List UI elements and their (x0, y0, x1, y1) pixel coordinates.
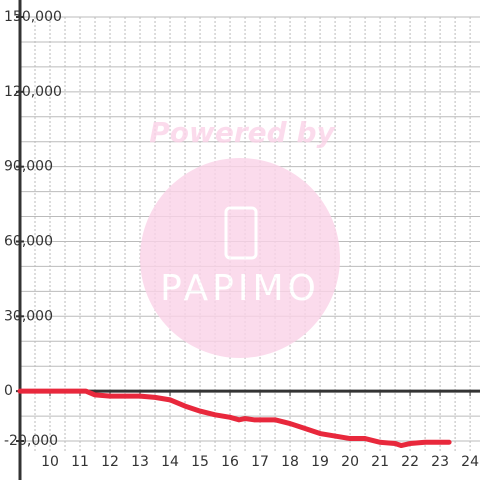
x-tick-label: 17 (251, 454, 269, 470)
y-tick-label: 90,000 (4, 159, 53, 175)
y-tick-label: 30,000 (4, 308, 53, 324)
x-tick-label: 14 (161, 454, 179, 470)
x-tick-label: 16 (221, 454, 239, 470)
x-tick-label: 12 (101, 454, 119, 470)
x-tick-label: 13 (131, 454, 149, 470)
x-tick-label: 21 (371, 454, 389, 470)
watermark-text: Powered by (149, 116, 336, 149)
watermark-icon (224, 206, 258, 260)
x-tick-label: 23 (431, 454, 449, 470)
x-tick-label: 19 (311, 454, 329, 470)
data-line (17, 388, 452, 449)
x-tick-label: 18 (281, 454, 299, 470)
watermark-text: PAPIMO (160, 268, 320, 309)
y-tick-label: 60,000 (4, 233, 53, 249)
x-tick-label: 22 (401, 454, 419, 470)
x-tick-label: 11 (71, 454, 89, 470)
x-tick-label: 24 (461, 454, 479, 470)
x-tick-label: 20 (341, 454, 359, 470)
y-tick-label: 120,000 (4, 84, 62, 100)
y-tick-label: -20,000 (4, 433, 58, 449)
y-tick-label: 150,000 (4, 9, 62, 25)
watermark: Powered by PAPIMO (140, 116, 340, 358)
x-tick-label: 10 (41, 454, 59, 470)
y-tick-label: 0 (4, 383, 13, 399)
x-tick-label: 15 (191, 454, 209, 470)
